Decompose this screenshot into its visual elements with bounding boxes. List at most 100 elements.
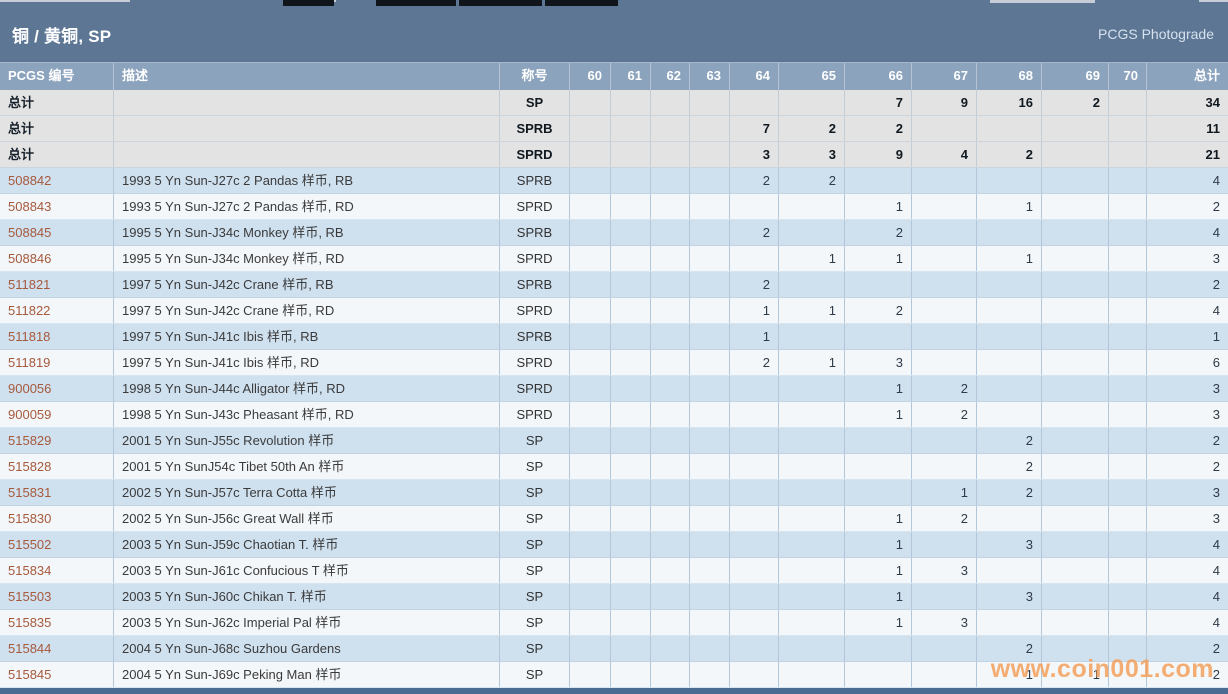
pcgs-number-link[interactable]: 900059 bbox=[8, 407, 52, 422]
pcgs-number-link[interactable]: 515834 bbox=[8, 563, 52, 578]
grade-count-cell bbox=[610, 116, 650, 141]
table-row: 508846 1995 5 Yn Sun-J34c Monkey 样币, RD … bbox=[0, 246, 1228, 272]
designation: SP bbox=[499, 558, 569, 583]
grade-count-cell: 3 bbox=[778, 142, 844, 167]
pcgs-number-link[interactable]: 515503 bbox=[8, 589, 52, 604]
pcgs-number-link[interactable]: 508842 bbox=[8, 173, 52, 188]
grade-count-cell bbox=[911, 662, 976, 687]
grade-count-cell bbox=[1108, 142, 1146, 167]
grade-count-cell bbox=[569, 324, 610, 349]
grade-count-cell bbox=[610, 376, 650, 401]
pcgs-number-link[interactable]: 508845 bbox=[8, 225, 52, 240]
nav-strip-segment bbox=[0, 0, 130, 2]
grade-count-cell bbox=[1108, 662, 1146, 687]
grade-count-cell bbox=[569, 636, 610, 661]
pcgs-number-link[interactable]: 511818 bbox=[8, 329, 51, 344]
designation: SP bbox=[499, 480, 569, 505]
grade-count-cell bbox=[1041, 220, 1108, 245]
table-row: 508845 1995 5 Yn Sun-J34c Monkey 样币, RB … bbox=[0, 220, 1228, 246]
grade-count-cell: 3 bbox=[729, 142, 778, 167]
pcgs-number-link[interactable]: 515830 bbox=[8, 511, 52, 526]
pcgs-number-link[interactable]: 515828 bbox=[8, 459, 52, 474]
grade-count-cell bbox=[569, 428, 610, 453]
grade-count-cell bbox=[650, 454, 689, 479]
pcgs-number-link[interactable]: 515502 bbox=[8, 537, 52, 552]
pcgs-number-link[interactable]: 515831 bbox=[8, 485, 52, 500]
pcgs-number-link[interactable]: 508843 bbox=[8, 199, 52, 214]
grade-count-cell: 1 bbox=[844, 584, 911, 609]
pcgs-number-link[interactable]: 511819 bbox=[8, 355, 51, 370]
grade-count-cell bbox=[569, 376, 610, 401]
grade-count-cell bbox=[610, 272, 650, 297]
totals-row: 总计 SP 7 9 16 2 34 bbox=[0, 90, 1228, 116]
designation: SP bbox=[499, 532, 569, 557]
pcgs-number-link[interactable]: 511821 bbox=[8, 277, 51, 292]
table-row: 508843 1993 5 Yn Sun-J27c 2 Pandas 样币, R… bbox=[0, 194, 1228, 220]
grade-count-cell bbox=[650, 428, 689, 453]
grade-count-cell bbox=[1041, 584, 1108, 609]
photograde-link[interactable]: PCGS Photograde bbox=[1098, 26, 1214, 42]
grade-count-cell bbox=[911, 454, 976, 479]
grade-count-cell bbox=[1108, 168, 1146, 193]
grade-count-cell bbox=[610, 194, 650, 219]
grade-count-cell: 2 bbox=[911, 376, 976, 401]
coin-description bbox=[113, 90, 499, 115]
pcgs-number-cell: 515845 bbox=[0, 662, 113, 687]
pcgs-number-link[interactable]: 900056 bbox=[8, 381, 52, 396]
grade-count-cell bbox=[569, 194, 610, 219]
row-total: 2 bbox=[1146, 194, 1228, 219]
title-bar: 铜 / 黄铜, SP PCGS Photograde bbox=[0, 6, 1228, 62]
totals-label: 总计 bbox=[8, 121, 35, 136]
grade-count-cell bbox=[569, 116, 610, 141]
grade-count-cell bbox=[569, 662, 610, 687]
grade-count-cell bbox=[844, 168, 911, 193]
grade-count-cell bbox=[976, 298, 1041, 323]
coin-description: 1997 5 Yn Sun-J42c Crane 样币, RD bbox=[113, 298, 499, 323]
grade-count-cell bbox=[689, 168, 729, 193]
grade-count-cell bbox=[778, 532, 844, 557]
grade-count-cell: 1 bbox=[844, 506, 911, 531]
column-header-grade-62: 62 bbox=[650, 63, 689, 90]
grade-count-cell: 2 bbox=[844, 220, 911, 245]
grade-count-cell: 3 bbox=[976, 532, 1041, 557]
grade-count-cell bbox=[569, 246, 610, 271]
table-row: 515830 2002 5 Yn Sun-J56c Great Wall 样币 … bbox=[0, 506, 1228, 532]
table-header-row: PCGS 编号 描述 称号 60 61 62 63 64 65 66 67 68 69 70 总计 bbox=[0, 62, 1228, 90]
pcgs-number-link[interactable]: 515844 bbox=[8, 641, 52, 656]
grade-count-cell bbox=[650, 662, 689, 687]
column-header-grade-69: 69 bbox=[1041, 63, 1108, 90]
coin-description: 2004 5 Yn Sun-J69c Peking Man 样币 bbox=[113, 662, 499, 687]
grade-count-cell bbox=[650, 272, 689, 297]
pcgs-number-link[interactable]: 508846 bbox=[8, 251, 52, 266]
pcgs-number-link[interactable]: 511822 bbox=[8, 303, 51, 318]
pcgs-number-link[interactable]: 515829 bbox=[8, 433, 52, 448]
pcgs-number-link[interactable]: 515845 bbox=[8, 667, 52, 682]
pcgs-number-cell: 515503 bbox=[0, 584, 113, 609]
grade-count-cell bbox=[650, 90, 689, 115]
table-row: 515502 2003 5 Yn Sun-J59c Chaotian T. 样币… bbox=[0, 532, 1228, 558]
row-total: 4 bbox=[1146, 532, 1228, 557]
table-row: 515834 2003 5 Yn Sun-J61c Confucious T 样… bbox=[0, 558, 1228, 584]
coin-description: 1993 5 Yn Sun-J27c 2 Pandas 样币, RD bbox=[113, 194, 499, 219]
grade-count-cell bbox=[1108, 116, 1146, 141]
grade-count-cell bbox=[569, 402, 610, 427]
grade-count-cell: 3 bbox=[911, 558, 976, 583]
pcgs-number-cell: 511819 bbox=[0, 350, 113, 375]
designation: SPRB bbox=[499, 168, 569, 193]
grade-count-cell bbox=[911, 168, 976, 193]
grade-count-cell bbox=[778, 584, 844, 609]
pcgs-number-link[interactable]: 515835 bbox=[8, 615, 52, 630]
pcgs-number-cell: 515502 bbox=[0, 532, 113, 557]
row-total: 4 bbox=[1146, 168, 1228, 193]
grade-count-cell bbox=[729, 428, 778, 453]
grade-count-cell: 1 bbox=[729, 324, 778, 349]
grade-count-cell bbox=[1041, 116, 1108, 141]
designation: SP bbox=[499, 428, 569, 453]
table-row: 900059 1998 5 Yn Sun-J43c Pheasant 样币, R… bbox=[0, 402, 1228, 428]
grade-count-cell bbox=[729, 584, 778, 609]
pcgs-number-cell: 508845 bbox=[0, 220, 113, 245]
designation: SPRD bbox=[499, 350, 569, 375]
grade-count-cell bbox=[844, 480, 911, 505]
grade-count-cell bbox=[976, 350, 1041, 375]
